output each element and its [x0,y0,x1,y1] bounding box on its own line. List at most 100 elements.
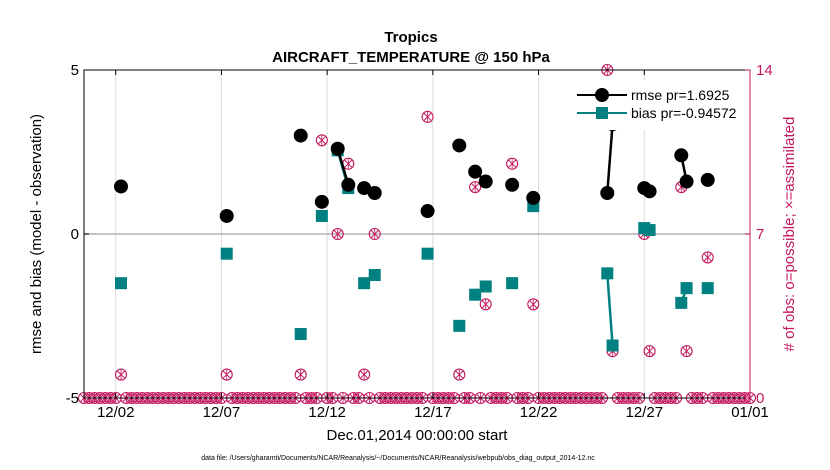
rmse-point-0-0 [114,179,128,194]
legend-rmse-label: rmse pr=1.6925 [631,87,730,103]
obs-possible-circle [680,345,693,358]
bias-point-13-0 [675,296,688,309]
obs-possible-circle [643,345,656,358]
obs-possible-circle [220,368,233,381]
x-tick-label-5: 12/27 [626,404,664,421]
rmse-series [114,117,715,223]
rmse-point-9-0 [505,177,520,192]
legend-rmse-marker [595,88,609,102]
obs-possible-circle [469,181,482,194]
obs-possible-circle [421,110,434,123]
obs-count-marker-10 [469,181,482,194]
rmse-point-2-0 [293,128,308,143]
right-y-tick-label-0: 0 [756,390,764,407]
obs-count-marker-1 [220,368,233,381]
obs-count-marker-3 [315,134,328,147]
obs-possible-circle [114,368,128,381]
y-axis-label: rmse and bias (model - observation) [28,114,45,354]
bias-point-13-1 [680,282,693,295]
bias-point-1-0 [220,247,233,260]
series-layer [114,117,715,352]
rmse-point-12-1 [642,184,657,199]
obs-possible-circle [294,368,307,381]
chart-subtitle: AIRCRAFT_TEMPERATURE @ 150 hPa [272,49,550,66]
x-tick-label-4: 12/22 [520,404,558,421]
rmse-point-7-0 [452,138,467,153]
bias-line-11 [606,273,614,346]
data-file-footer: data file: /Users/gharamti/Documents/NCA… [201,455,595,462]
chart-title: Tropics [384,29,437,46]
obs-possible-circle [701,251,714,264]
bias-point-6-0 [421,247,434,260]
obs-possible-circle [453,368,466,381]
bias-point-2-0 [294,328,307,341]
obs-count-marker-17 [643,345,656,358]
obs-count-marker-0 [114,368,128,381]
rmse-point-11-0 [600,186,615,200]
right-y-tick-label-1: 7 [756,226,764,243]
rmse-point-1-0 [219,208,234,223]
obs-count-marker-11 [479,298,492,311]
rmse-point-5-1 [367,186,382,200]
bias-point-8-0 [469,288,482,301]
bias-point-5-1 [368,269,381,281]
y-tick-label-1: 0 [71,226,79,243]
obs-possible-circle [368,227,381,241]
bias-point-8-1 [479,280,492,293]
y-tick-label-2: 5 [71,62,79,79]
rmse-point-8-0 [468,164,483,179]
rmse-point-8-1 [478,174,493,189]
x-tick-label-3: 12/17 [414,404,452,421]
obs-possible-circle [358,368,371,381]
x-tick-label-2: 12/12 [308,404,346,421]
obs-count-marker-7 [368,227,381,241]
obs-possible-circle [479,298,492,311]
obs-count-marker-20 [701,251,714,264]
obs-count-marker-19 [680,345,693,358]
bias-point-14-0 [701,282,714,295]
x-axis-label: Dec.01,2014 00:00:00 start [327,427,509,444]
rmse-point-6-0 [420,204,435,219]
x-axis-ticks: 12/02 12/07 12/12 12/17 12/22 12/27 01/01 [97,70,769,421]
obs-possible-circle [315,134,328,147]
legend-bias-marker [596,107,608,119]
x-tick-label-1: 12/07 [203,404,241,421]
right-y-tick-label-2: 14 [756,62,773,79]
rmse-point-13-1 [679,174,694,189]
bias-point-5-0 [358,277,371,290]
obs-possible-circle [331,227,344,241]
bias-point-9-0 [506,277,519,290]
legend: rmse pr=1.6925 bias pr=-0.94572 [572,80,742,130]
bias-point-12-1 [643,224,656,237]
rmse-line-11 [606,124,614,194]
right-y-axis-ticks: 0 7 14 [745,62,773,407]
rmse-point-14-0 [700,172,715,187]
rmse-point-10-0 [526,190,541,205]
obs-count-marker-12 [506,157,519,170]
right-y-axis-label: # of obs: o=possible; ×=assimilated [781,117,798,352]
obs-count-marker-13 [527,298,540,311]
x-tick-label-6: 01/01 [731,404,769,421]
rmse-point-3-0 [314,194,329,209]
obs-count-marker-4 [331,227,344,241]
y-tick-label-0: -5 [66,390,79,407]
rmse-point-13-0 [674,148,689,163]
obs-possible-circle [527,298,540,311]
legend-bias-label: bias pr=-0.94572 [631,105,737,121]
bias-point-11-0 [601,267,614,280]
obs-possible-circle [506,157,519,170]
obs-count-marker-6 [358,368,371,381]
obs-count-marker-9 [453,368,466,381]
bias-point-11-1 [606,339,619,352]
bias-point-0-0 [115,277,127,290]
obs-count-marker-8 [421,110,434,123]
x-tick-label-0: 12/02 [97,404,135,421]
y-axis-ticks: -5 0 5 [66,62,89,407]
rmse-point-4-1 [341,177,356,192]
rmse-point-4-0 [330,141,345,156]
bias-point-3-0 [315,209,328,222]
obs-count-marker-2 [294,368,307,381]
bias-point-7-0 [453,319,466,332]
bias-series [115,144,714,352]
